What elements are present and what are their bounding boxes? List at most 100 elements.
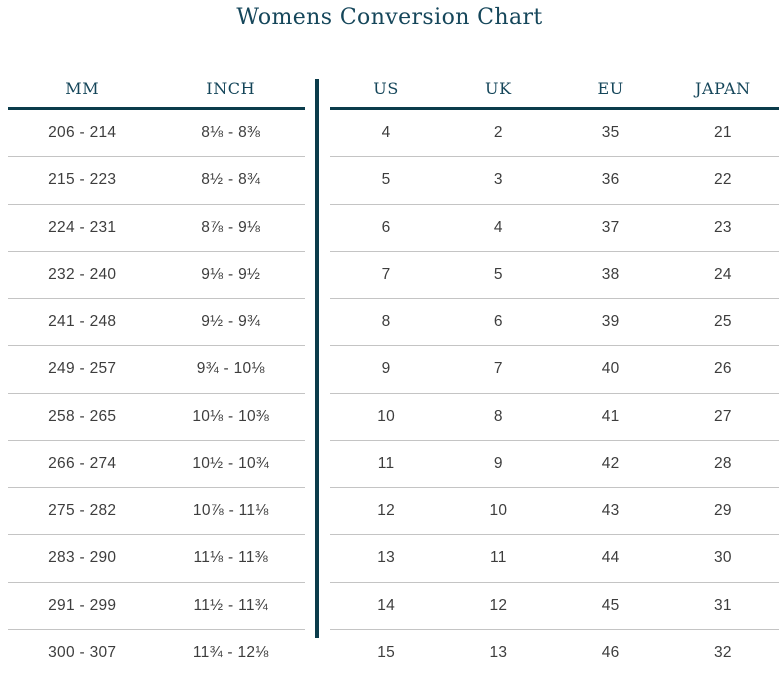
cell-eu: 45: [554, 581, 667, 630]
column-header-japan: JAPAN: [666, 70, 779, 110]
cell-japan: 25: [666, 297, 779, 346]
cell-japan: 32: [666, 628, 779, 676]
cell-japan: 27: [666, 392, 779, 441]
table-header-row: MM INCH: [8, 70, 305, 110]
cell-eu: 39: [554, 297, 667, 346]
cell-japan: 24: [666, 250, 779, 299]
cell-uk: 9: [442, 439, 555, 488]
cell-uk: 11: [442, 534, 555, 582]
table-row: 258 - 265 10⅛ - 10⅜: [8, 392, 305, 441]
cell-us: 5: [330, 156, 443, 204]
cell-uk: 3: [442, 156, 555, 204]
cell-japan: 21: [713, 124, 732, 142]
column-header-inch: INCH: [156, 70, 305, 110]
cell-uk: 13: [442, 628, 555, 676]
cell-eu: 35: [601, 124, 620, 142]
cell-eu: 38: [554, 250, 667, 299]
cell-us: 13: [330, 534, 443, 582]
cell-inch: 8½ - 8¾: [156, 156, 305, 204]
table-row: 241 - 248 9½ - 9¾: [8, 297, 305, 346]
cell-us: 6: [330, 203, 443, 252]
table-row: 9 7 40 26: [330, 345, 779, 393]
cell-us: 14: [330, 581, 443, 630]
column-header-mm: MM: [8, 70, 157, 110]
conversion-table-metric: MM INCH 206 - 214 8⅛ - 8⅜ 215 - 223 8½ -…: [8, 70, 305, 676]
table-row: 11 9 42 28: [330, 439, 779, 488]
cell-eu: 46: [554, 628, 667, 676]
cell-eu: 43: [554, 486, 667, 535]
cell-eu: 36: [554, 156, 667, 204]
cell-eu: 44: [554, 534, 667, 582]
table-header-row: US UK EU JAPAN: [330, 70, 779, 110]
table-row: 249 - 257 9¾ - 10⅛: [8, 345, 305, 393]
cell-japan: 26: [666, 345, 779, 393]
cell-uk: 8: [442, 392, 555, 441]
cell-mm: 206 - 214: [48, 124, 117, 142]
table-row: 224 - 231 8⅞ - 9⅛: [8, 203, 305, 252]
table-row: 283 - 290 11⅛ - 11⅜: [8, 534, 305, 582]
cell-us: 7: [330, 250, 443, 299]
table-row: 266 - 274 10½ - 10¾: [8, 439, 305, 488]
cell-mm: 232 - 240: [8, 250, 157, 299]
cell-mm: 291 - 299: [8, 581, 157, 630]
table-row: 232 - 240 9⅛ - 9½: [8, 250, 305, 299]
table-row: 275 - 282 10⅞ - 11⅛: [8, 486, 305, 535]
table-row: 13 11 44 30: [330, 534, 779, 582]
cell-inch: 9½ - 9¾: [156, 297, 305, 346]
cell-us: 15: [330, 628, 443, 676]
cell-us: 12: [330, 486, 443, 535]
table-row: 15 13 46 32: [330, 628, 779, 676]
cell-eu: 40: [554, 345, 667, 393]
cell-eu: 41: [554, 392, 667, 441]
table-row: 215 - 223 8½ - 8¾: [8, 156, 305, 204]
section-divider: [315, 79, 319, 638]
column-header-us: US: [330, 70, 443, 110]
cell-mm: 300 - 307: [8, 628, 157, 676]
table-row: 206 - 214 8⅛ - 8⅜: [8, 109, 305, 157]
table-row: 300 - 307 11¾ - 12⅛: [8, 628, 305, 676]
cell-mm: 275 - 282: [8, 486, 157, 535]
column-header-eu: EU: [554, 70, 667, 110]
conversion-table-sizes: US UK EU JAPAN 4 2 35 21 5 3 36 22 6 4 3…: [330, 70, 779, 676]
cell-inch: 11⅛ - 11⅜: [156, 534, 305, 582]
cell-us: 8: [330, 297, 443, 346]
cell-inch: 8⅛ - 8⅜: [201, 124, 261, 142]
cell-inch: 11¾ - 12⅛: [156, 628, 305, 676]
cell-inch: 11½ - 11¾: [156, 581, 305, 630]
cell-uk: 4: [442, 203, 555, 252]
cell-us: 10: [330, 392, 443, 441]
table-row: 7 5 38 24: [330, 250, 779, 299]
table-row: 291 - 299 11½ - 11¾: [8, 581, 305, 630]
cell-japan: 22: [666, 156, 779, 204]
cell-japan: 29: [666, 486, 779, 535]
cell-uk: 2: [493, 124, 503, 142]
table-row: 14 12 45 31: [330, 581, 779, 630]
cell-mm: 249 - 257: [8, 345, 157, 393]
cell-us: 4: [381, 124, 391, 142]
column-header-uk: UK: [442, 70, 555, 110]
cell-eu: 42: [554, 439, 667, 488]
cell-japan: 28: [666, 439, 779, 488]
cell-us: 9: [330, 345, 443, 393]
cell-japan: 31: [666, 581, 779, 630]
cell-mm: 283 - 290: [8, 534, 157, 582]
cell-eu: 37: [554, 203, 667, 252]
cell-inch: 10⅛ - 10⅜: [156, 392, 305, 441]
cell-mm: 241 - 248: [8, 297, 157, 346]
cell-uk: 5: [442, 250, 555, 299]
cell-inch: 10½ - 10¾: [156, 439, 305, 488]
table-row: 8 6 39 25: [330, 297, 779, 346]
cell-uk: 12: [442, 581, 555, 630]
cell-us: 11: [330, 439, 443, 488]
cell-inch: 9⅛ - 9½: [156, 250, 305, 299]
cell-uk: 10: [442, 486, 555, 535]
table-row: 6 4 37 23: [330, 203, 779, 252]
table-row: 10 8 41 27: [330, 392, 779, 441]
cell-inch: 8⅞ - 9⅛: [156, 203, 305, 252]
cell-mm: 258 - 265: [8, 392, 157, 441]
page-title: Womens Conversion Chart: [236, 5, 543, 30]
table-row: 4 2 35 21: [330, 109, 779, 157]
cell-mm: 266 - 274: [8, 439, 157, 488]
cell-japan: 30: [666, 534, 779, 582]
cell-japan: 23: [666, 203, 779, 252]
